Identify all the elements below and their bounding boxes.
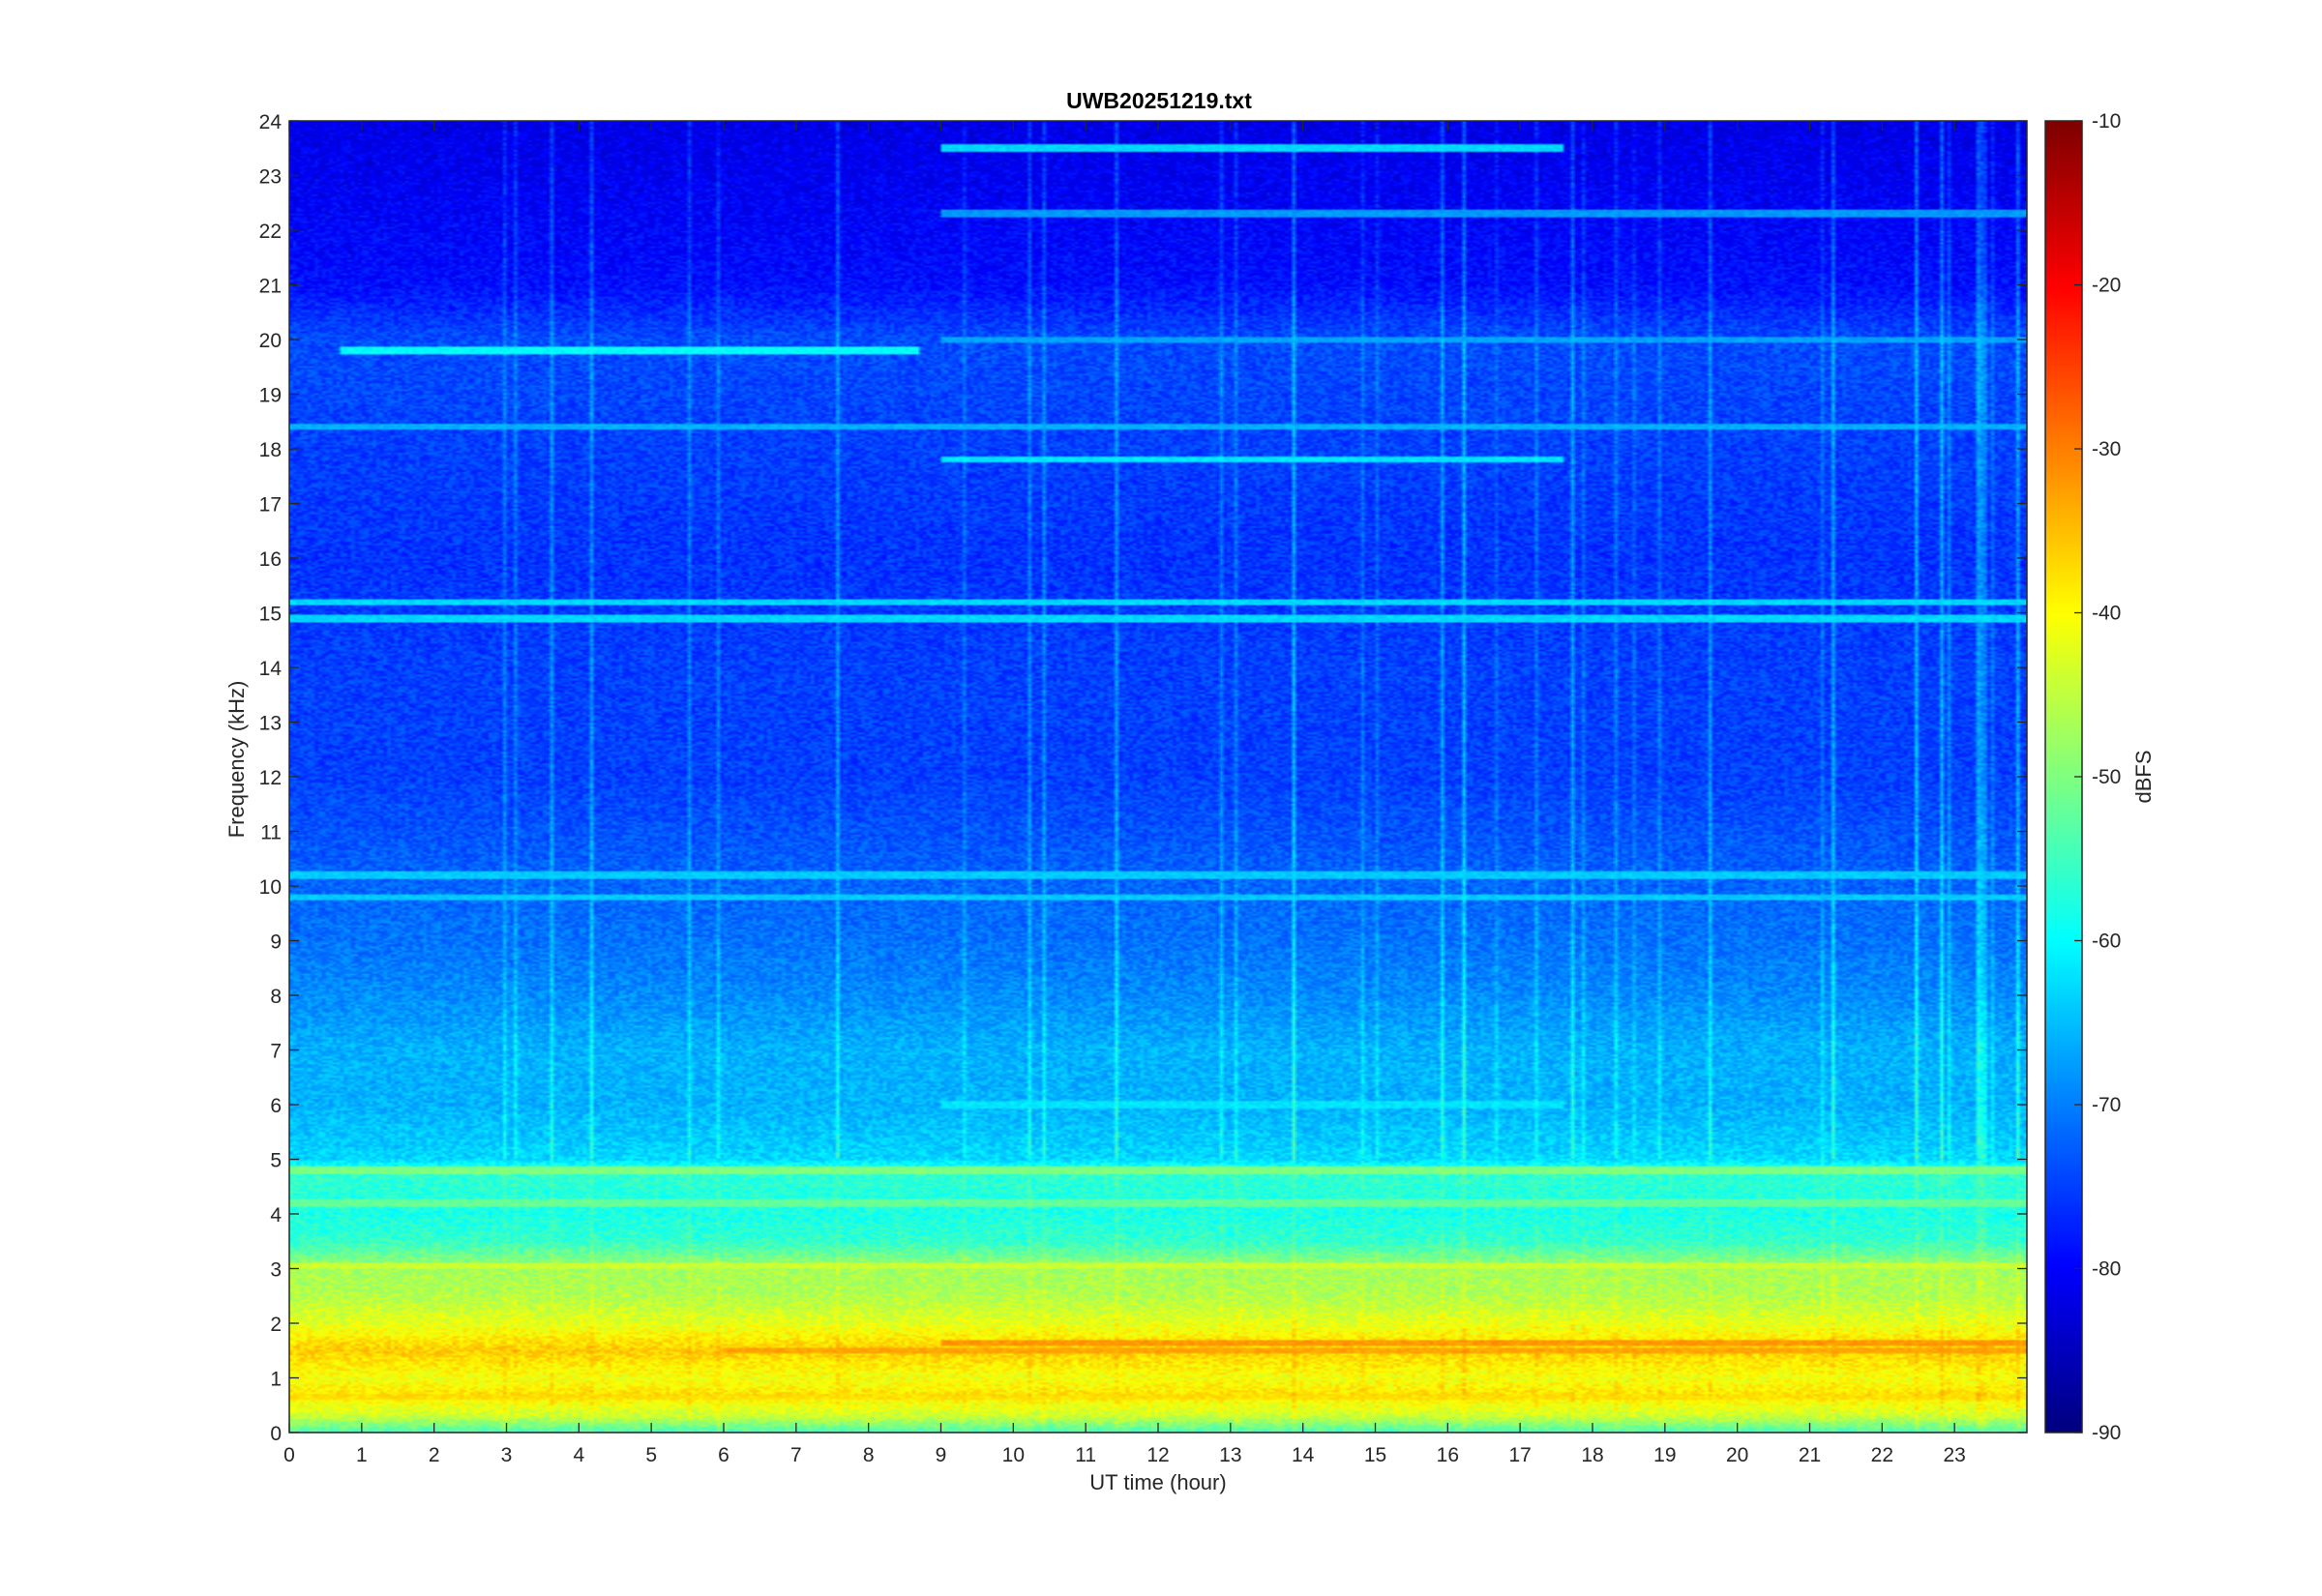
x-axis-label: UT time (hour): [1089, 1470, 1226, 1494]
y-tick-label: 2: [270, 1314, 282, 1336]
spectrogram-heatmap: [289, 121, 2027, 1433]
x-tick-label: 8: [863, 1444, 875, 1466]
colorbar-tick-label: -50: [2092, 766, 2121, 788]
x-tick-label: 16: [1437, 1444, 1459, 1466]
colorbar-ticks: -90 -80 -70 -60 -50 -40 -30 -20 -10: [2074, 110, 2121, 1444]
x-tick-label: 4: [573, 1444, 584, 1466]
x-tick-label: 13: [1219, 1444, 1241, 1466]
x-tick-label: 3: [501, 1444, 513, 1466]
x-tick-label: 12: [1146, 1444, 1169, 1466]
colorbar: -90 -80 -70 -60 -50 -40 -30 -20 -10 dBFS: [2044, 110, 2156, 1444]
colorbar-label: dBFS: [2131, 750, 2156, 803]
x-tick-label: 22: [1871, 1444, 1893, 1466]
x-tick-label: 18: [1581, 1444, 1603, 1466]
colorbar-tick-label: -90: [2092, 1422, 2121, 1444]
y-tick-label: 7: [270, 1041, 282, 1063]
y-tick-label: 12: [259, 767, 282, 789]
y-tick-label: 10: [259, 876, 282, 899]
y-tick-label: 19: [259, 385, 282, 407]
x-tick-label: 20: [1726, 1444, 1748, 1466]
y-tick-label: 6: [270, 1095, 282, 1117]
x-tick-label: 23: [1943, 1444, 1965, 1466]
y-tick-label: 21: [259, 276, 282, 298]
x-tick-label: 2: [429, 1444, 440, 1466]
x-tick-label: 7: [790, 1444, 802, 1466]
y-tick-label: 15: [259, 604, 282, 626]
y-tick-label: 20: [259, 330, 282, 352]
x-tick-label: 19: [1653, 1444, 1676, 1466]
y-tick-label: 14: [259, 658, 283, 680]
x-tick-label: 6: [718, 1444, 729, 1466]
x-tick-label: 1: [356, 1444, 368, 1466]
x-tick-label: 11: [1075, 1444, 1096, 1466]
y-tick-label: 18: [259, 439, 282, 461]
x-tick-label: 17: [1508, 1444, 1531, 1466]
colorbar-tick-label: -30: [2092, 438, 2121, 460]
y-axis-label: Frequency (kHz): [224, 681, 249, 839]
y-tick-label: 17: [259, 494, 282, 517]
x-tick-label: 14: [1292, 1444, 1315, 1466]
x-tick-label: 9: [936, 1444, 947, 1466]
y-tick-label: 1: [270, 1369, 282, 1391]
y-tick-label: 13: [259, 713, 282, 735]
x-tick-label: 15: [1364, 1444, 1386, 1466]
y-tick-label: 0: [270, 1423, 282, 1445]
x-tick-label: 21: [1799, 1444, 1821, 1466]
y-tick-label: 5: [270, 1150, 282, 1172]
y-tick-label: 4: [270, 1204, 282, 1227]
colorbar-tick-label: -70: [2092, 1094, 2121, 1116]
colorbar-tick-label: -10: [2092, 110, 2121, 133]
chart-title: UWB20251219.txt: [1066, 88, 1252, 113]
colorbar-tick-label: -20: [2092, 275, 2121, 297]
x-tick-label: 0: [283, 1444, 295, 1466]
plot-area: [288, 120, 2028, 1433]
x-tick-label: 5: [645, 1444, 657, 1466]
colorbar-tick-label: -60: [2092, 931, 2121, 953]
colorbar-tick-label: -80: [2092, 1258, 2121, 1281]
y-tick-label: 24: [259, 111, 283, 133]
x-tick-label: 10: [1002, 1444, 1025, 1466]
y-tick-label: 9: [270, 931, 282, 954]
x-axis-ticks: 0 1 2 3 4 5 6 7 8 9 10 11 12 13 14 15 16 17 18 19 20 21 22 23: [283, 121, 1966, 1466]
colorbar-tick-label: -40: [2092, 603, 2121, 625]
y-tick-label: 3: [270, 1259, 282, 1282]
y-tick-label: 11: [260, 822, 282, 844]
y-tick-label: 16: [259, 548, 282, 571]
y-tick-label: 23: [259, 166, 282, 189]
y-tick-label: 22: [259, 221, 282, 243]
y-tick-label: 8: [270, 986, 282, 1008]
